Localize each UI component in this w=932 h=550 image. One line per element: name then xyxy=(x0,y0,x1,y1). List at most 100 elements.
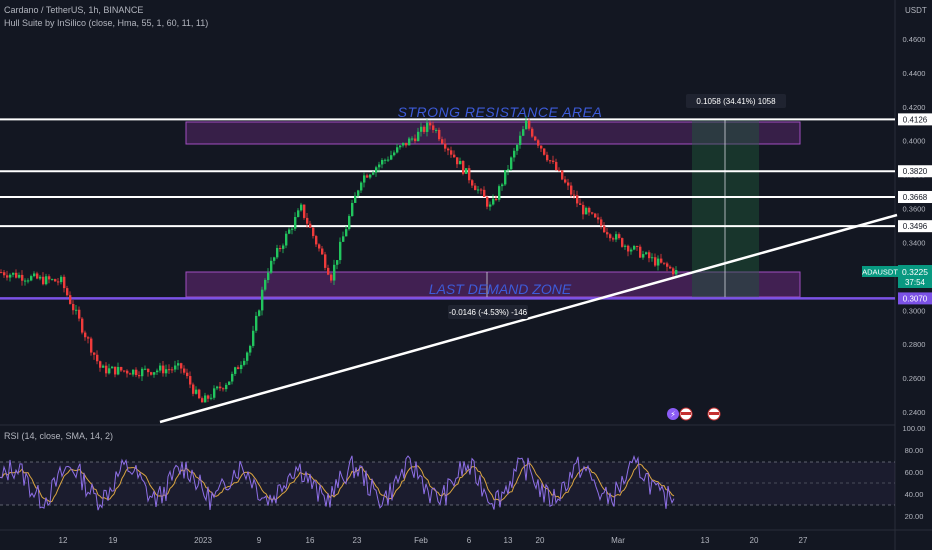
candle[interactable] xyxy=(153,372,156,375)
candle[interactable] xyxy=(303,204,306,218)
candle[interactable] xyxy=(573,194,576,196)
candle[interactable] xyxy=(33,273,36,277)
candle[interactable] xyxy=(69,295,72,304)
candle[interactable] xyxy=(51,279,54,281)
candle[interactable] xyxy=(402,142,405,146)
candle[interactable] xyxy=(327,267,330,275)
candle[interactable] xyxy=(42,276,45,285)
candle[interactable] xyxy=(288,229,291,234)
candle[interactable] xyxy=(54,279,57,282)
candle[interactable] xyxy=(624,245,627,247)
candle[interactable] xyxy=(510,157,513,170)
demand-zone[interactable] xyxy=(185,271,801,298)
candle[interactable] xyxy=(306,217,309,224)
candle[interactable] xyxy=(360,182,363,191)
candle[interactable] xyxy=(558,169,561,171)
candle[interactable] xyxy=(339,241,342,261)
candle[interactable] xyxy=(636,245,639,247)
candle[interactable] xyxy=(351,202,354,217)
candle[interactable] xyxy=(195,389,198,394)
candle[interactable] xyxy=(180,363,183,369)
candle[interactable] xyxy=(405,142,408,146)
candle[interactable] xyxy=(609,234,612,239)
candle[interactable] xyxy=(486,196,489,207)
candle[interactable] xyxy=(183,368,186,373)
candle[interactable] xyxy=(150,372,153,375)
candle[interactable] xyxy=(489,204,492,207)
candle[interactable] xyxy=(450,150,453,155)
candle[interactable] xyxy=(543,148,546,155)
candle[interactable] xyxy=(174,365,177,370)
candle[interactable] xyxy=(390,155,393,160)
candle[interactable] xyxy=(576,195,579,204)
candle[interactable] xyxy=(435,129,438,131)
candle[interactable] xyxy=(294,217,297,229)
candle[interactable] xyxy=(99,361,102,368)
candle[interactable] xyxy=(531,128,534,137)
candle[interactable] xyxy=(234,367,237,374)
candle[interactable] xyxy=(342,236,345,242)
candle[interactable] xyxy=(648,252,651,259)
candle[interactable] xyxy=(192,384,195,394)
candle[interactable] xyxy=(45,276,48,285)
candle[interactable] xyxy=(57,281,60,283)
candle[interactable] xyxy=(9,274,12,278)
candle[interactable] xyxy=(528,120,531,129)
candle[interactable] xyxy=(483,189,486,197)
candle[interactable] xyxy=(108,368,111,374)
candle[interactable] xyxy=(324,254,327,268)
candle[interactable] xyxy=(36,273,39,279)
candle[interactable] xyxy=(618,234,621,239)
candle[interactable] xyxy=(63,276,66,289)
candle[interactable] xyxy=(594,213,597,218)
candle[interactable] xyxy=(630,249,633,252)
candle[interactable] xyxy=(366,175,369,178)
resistance-zone[interactable] xyxy=(185,121,801,145)
candle[interactable] xyxy=(522,129,525,136)
candle[interactable] xyxy=(639,246,642,258)
candle[interactable] xyxy=(96,354,99,362)
candle[interactable] xyxy=(549,160,552,162)
candle[interactable] xyxy=(300,204,303,211)
candle[interactable] xyxy=(78,309,81,319)
candle[interactable] xyxy=(75,309,78,311)
candle[interactable] xyxy=(432,125,435,130)
candle[interactable] xyxy=(3,272,6,276)
candle[interactable] xyxy=(408,138,411,146)
candle[interactable] xyxy=(240,364,243,370)
candle[interactable] xyxy=(204,395,207,403)
candle[interactable] xyxy=(396,147,399,153)
candle[interactable] xyxy=(552,160,555,162)
candle[interactable] xyxy=(579,203,582,205)
candle[interactable] xyxy=(501,184,504,187)
candle[interactable] xyxy=(384,159,387,161)
candle[interactable] xyxy=(144,368,147,370)
candle[interactable] xyxy=(141,368,144,377)
candle[interactable] xyxy=(6,275,9,278)
candle[interactable] xyxy=(447,148,450,151)
candle[interactable] xyxy=(156,370,159,373)
candle[interactable] xyxy=(225,384,228,390)
candle[interactable] xyxy=(135,369,138,376)
candle[interactable] xyxy=(420,126,423,132)
candle[interactable] xyxy=(120,366,123,371)
candle[interactable] xyxy=(474,185,477,191)
candle[interactable] xyxy=(165,369,168,374)
candle[interactable] xyxy=(462,160,465,174)
candle[interactable] xyxy=(273,257,276,261)
candle[interactable] xyxy=(276,248,279,258)
candle[interactable] xyxy=(585,207,588,215)
candle[interactable] xyxy=(159,365,162,371)
candle[interactable] xyxy=(48,276,51,280)
candle[interactable] xyxy=(162,365,165,374)
candle[interactable] xyxy=(651,257,654,259)
candle[interactable] xyxy=(102,365,105,368)
candle[interactable] xyxy=(456,157,459,165)
candle[interactable] xyxy=(672,268,675,275)
candle[interactable] xyxy=(642,254,645,258)
candle[interactable] xyxy=(309,223,312,228)
candle[interactable] xyxy=(117,366,120,375)
candle[interactable] xyxy=(207,395,210,399)
candle[interactable] xyxy=(534,136,537,141)
candle[interactable] xyxy=(315,236,318,245)
